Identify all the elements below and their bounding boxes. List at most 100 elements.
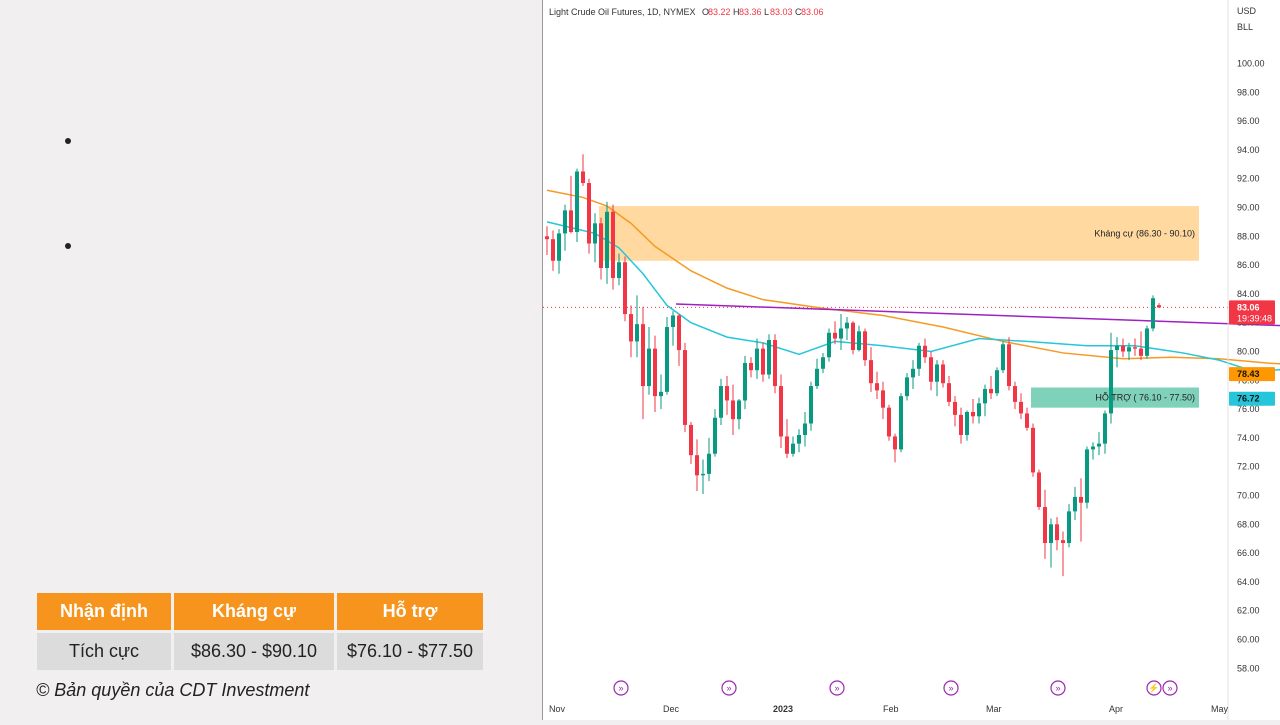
ohlc-l-label: L (764, 7, 769, 17)
price-tag (1229, 300, 1275, 325)
candle-body (629, 314, 633, 342)
currency-label: USD (1237, 6, 1257, 16)
candle-body (1073, 496, 1077, 512)
y-tick-label: 92.00 (1237, 174, 1260, 184)
candle-body (1019, 401, 1023, 414)
candle-body (809, 386, 813, 424)
candle (587, 178, 591, 254)
y-tick-label: 84.00 (1237, 289, 1260, 299)
candle-body (929, 357, 933, 382)
header-resistance: Kháng cự (174, 593, 334, 630)
candle-body (767, 339, 771, 375)
candle-body (677, 315, 681, 351)
header-support: Hỗ trợ (337, 593, 483, 630)
x-tick-label: Feb (883, 704, 899, 714)
svg-text:»: » (834, 683, 839, 693)
candle-body (995, 370, 999, 394)
candle-body (857, 331, 861, 351)
candle-body (623, 262, 627, 315)
y-tick-label: 98.00 (1237, 87, 1260, 97)
candle (839, 314, 843, 351)
candle (611, 204, 615, 290)
candle-body (1157, 305, 1161, 308)
x-tick-label: Nov (549, 704, 566, 714)
candle-body (683, 350, 687, 425)
candle (725, 375, 729, 415)
candle-body (959, 414, 963, 436)
candle (1043, 489, 1047, 559)
candle (953, 396, 957, 427)
candle-body (593, 223, 597, 244)
candle (659, 374, 663, 410)
price-tag-countdown: 19:39:48 (1237, 313, 1272, 323)
candle-body (587, 183, 591, 244)
candle-body (761, 348, 765, 375)
candle (569, 175, 573, 234)
candle-body (1121, 345, 1125, 352)
candle (1073, 486, 1077, 520)
candle (809, 381, 813, 431)
candle-body (701, 473, 705, 476)
candle-body (989, 388, 993, 394)
candle (917, 342, 921, 376)
y-tick-label: 90.00 (1237, 203, 1260, 213)
candle (869, 347, 873, 392)
resistance-zone (599, 206, 1199, 261)
price-tag (1229, 391, 1275, 406)
candlestick-chart[interactable]: Kháng cự (86.30 - 90.10) HỖ TRỢ ( 76.10 -… (542, 0, 1280, 720)
resistance-trendline (675, 303, 1280, 327)
candle (749, 357, 753, 378)
candle (1121, 338, 1125, 358)
candle (941, 360, 945, 388)
candle (821, 352, 825, 374)
event-marker-icon: » (1050, 680, 1066, 696)
y-tick-label: 86.00 (1237, 260, 1260, 270)
candle (581, 154, 585, 186)
x-tick-label: Dec (663, 704, 680, 714)
candle-body (605, 211, 609, 268)
analysis-table: Nhận định Kháng cự Hỗ trợ Tích cực $86.3… (34, 593, 486, 670)
candle (731, 384, 735, 436)
candle-body (695, 455, 699, 476)
candle-body (1103, 413, 1107, 444)
candle (1151, 295, 1155, 332)
candle (1145, 325, 1149, 359)
moving-average-fast (546, 221, 1280, 373)
candle (629, 305, 633, 358)
unit-label: BLL (1237, 22, 1253, 32)
candle-body (1001, 344, 1005, 371)
candle-body (749, 363, 753, 371)
ohlc-o-label: O (702, 7, 709, 17)
x-tick-label: Apr (1109, 704, 1123, 714)
candle (779, 374, 783, 448)
candle-body (1079, 496, 1083, 503)
candle (785, 419, 789, 459)
candle-body (1067, 511, 1071, 544)
candle (641, 306, 645, 420)
candle (707, 437, 711, 482)
candle (1109, 332, 1113, 424)
candle-body (797, 435, 801, 444)
candle-body (755, 348, 759, 371)
candle-body (1037, 472, 1041, 508)
candle-body (647, 348, 651, 387)
candle-body (611, 211, 615, 279)
candle-body (1007, 344, 1011, 387)
candle-body (707, 453, 711, 474)
candle-body (971, 411, 975, 417)
candle (845, 316, 849, 340)
price-tag-value: 83.06 (1237, 302, 1260, 312)
candle (857, 325, 861, 352)
candle-body (635, 324, 639, 342)
candle (971, 399, 975, 424)
candle-body (899, 396, 903, 450)
candle (1079, 478, 1083, 542)
candle (551, 230, 555, 271)
candle (713, 409, 717, 457)
svg-text:»: » (618, 683, 623, 693)
y-tick-label: 66.00 (1237, 548, 1260, 558)
candle (761, 342, 765, 382)
price-tag (1229, 367, 1275, 382)
candle (689, 422, 693, 464)
candle-body (713, 417, 717, 454)
